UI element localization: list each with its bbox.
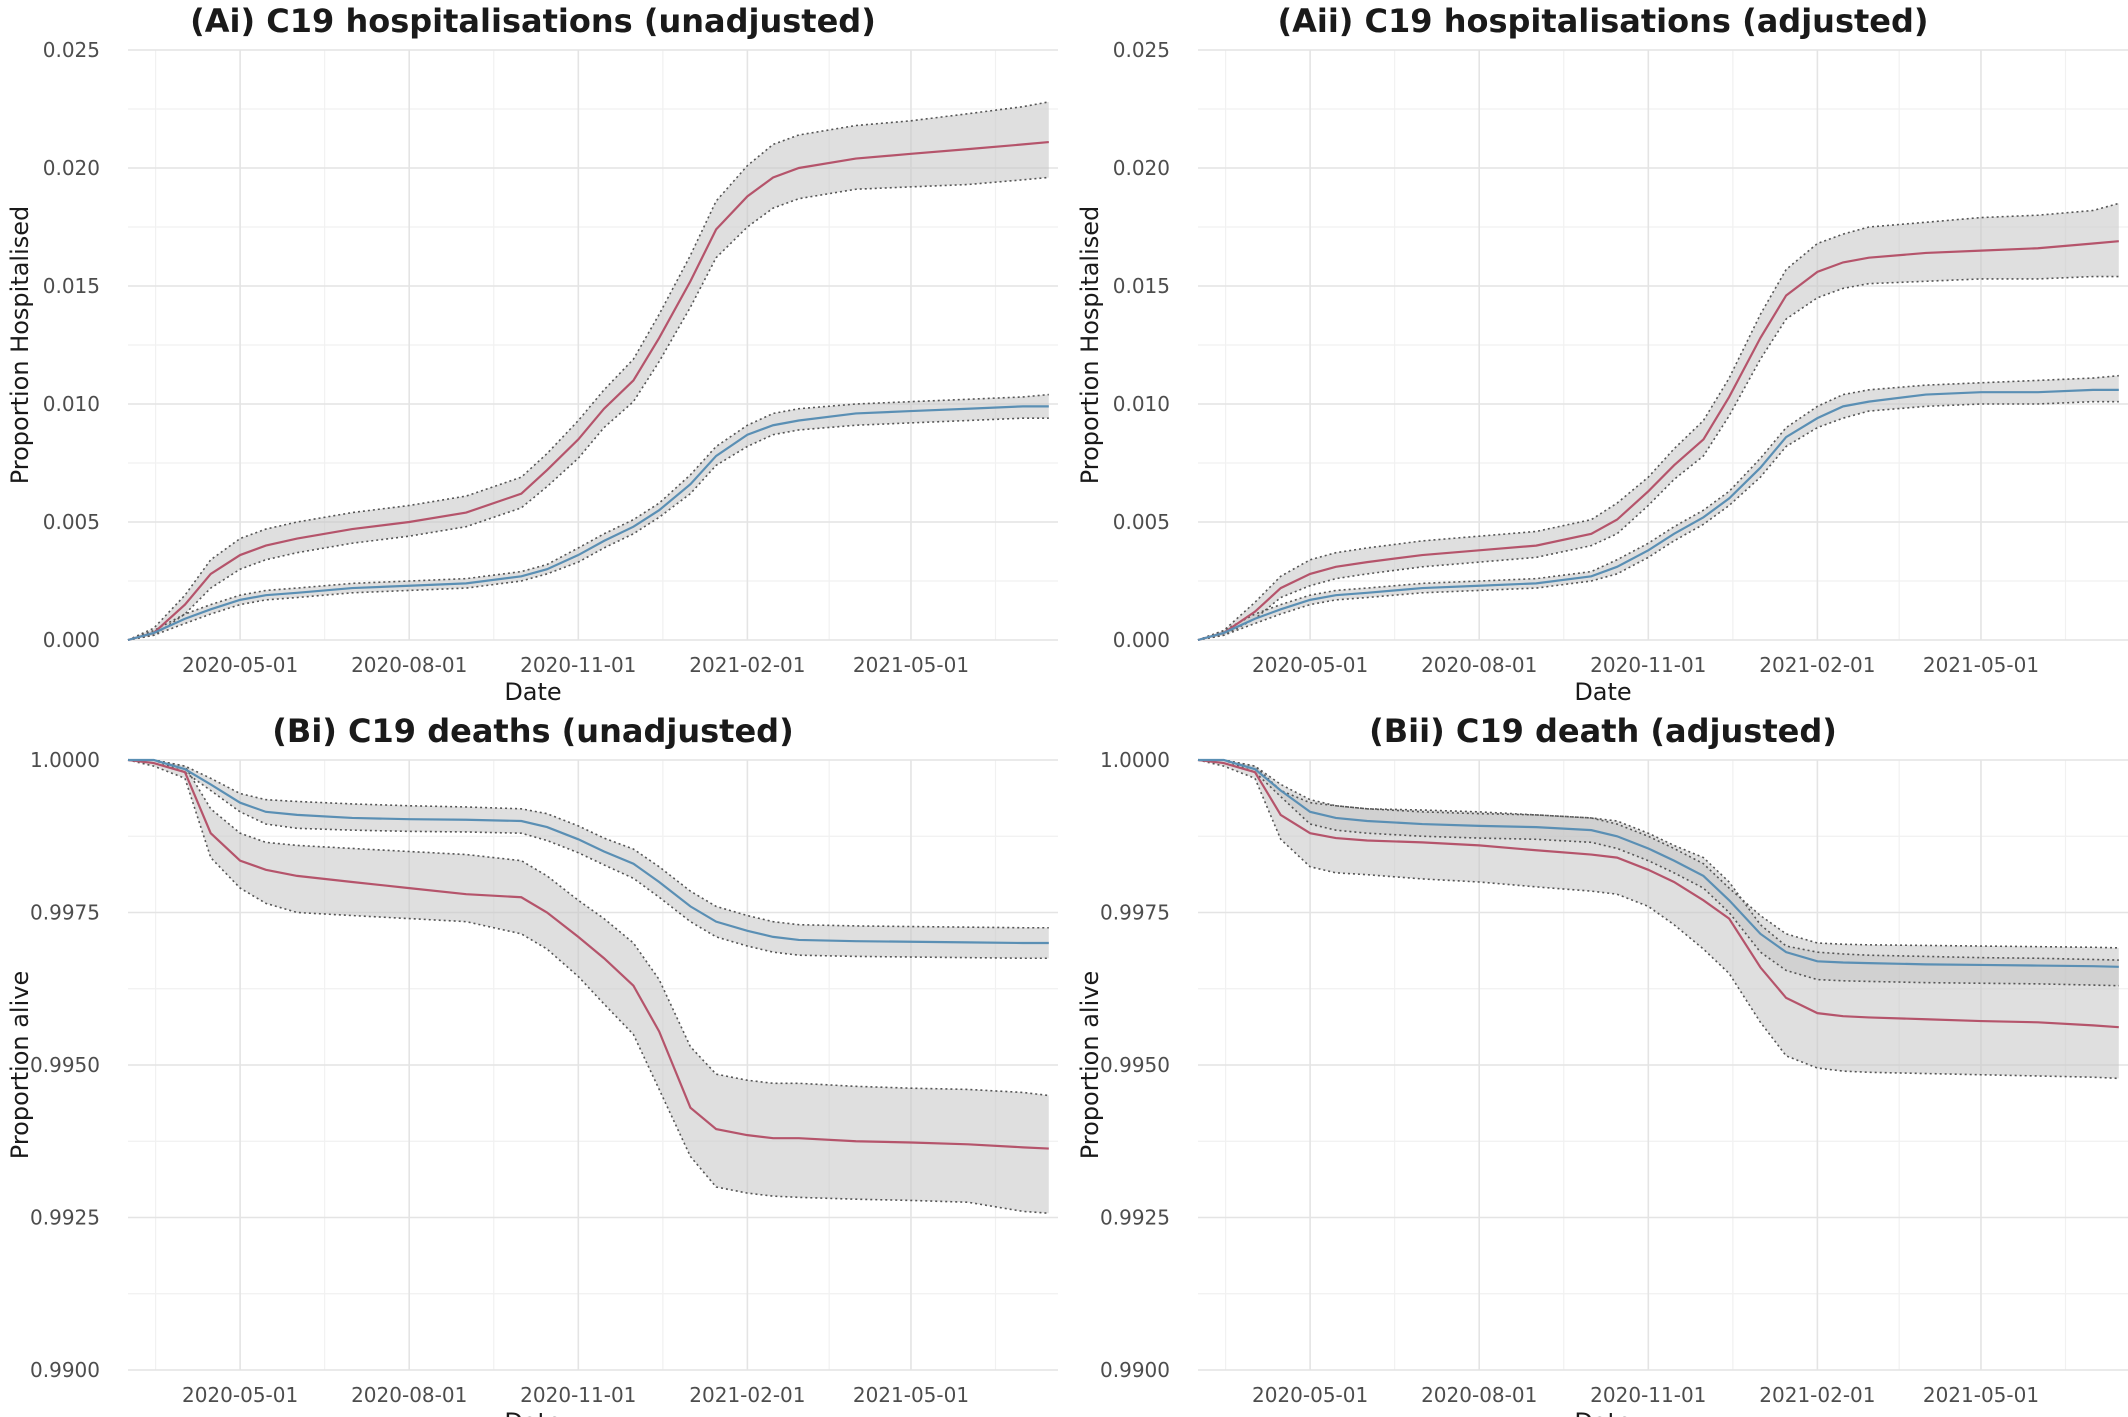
y-tick-label: 0.015 xyxy=(43,274,100,298)
y-axis-title: Proportion alive xyxy=(1076,971,1104,1159)
series-line-1 xyxy=(127,140,1049,642)
x-tick-label: 2021-02-01 xyxy=(1759,653,1875,677)
series-line-2 xyxy=(127,405,1049,642)
lower-bound-line-1 xyxy=(1197,275,2119,641)
upper-bound-line-2 xyxy=(1197,374,2119,641)
y-tick-label: 0.9900 xyxy=(30,1358,100,1382)
y-tick-label: 0.9925 xyxy=(30,1206,100,1230)
x-tick-label: 2020-05-01 xyxy=(182,1383,298,1407)
y-tick-label: 0.9900 xyxy=(1100,1358,1170,1382)
chart-panel-bii: 0.9900 0.9925 0.9950 0.9975 1.0000 2020-05-01… xyxy=(1076,712,2128,1417)
x-tick-label: 2021-05-01 xyxy=(1923,653,2039,677)
y-tick-label: 0.005 xyxy=(1113,510,1170,534)
x-tick-label: 2020-11-01 xyxy=(520,1383,636,1407)
y-tick-label: 0.020 xyxy=(43,156,100,180)
series-line-1 xyxy=(127,758,1049,1150)
lower-bound-line-1 xyxy=(127,759,1049,1215)
lower-bound-line-2 xyxy=(128,759,1049,960)
x-axis-title: Date xyxy=(1574,1408,1631,1417)
x-axis-title: Date xyxy=(1574,678,1631,706)
confidence-band-1 xyxy=(1198,203,2119,640)
y-tick-label: 0.9950 xyxy=(1100,1053,1170,1077)
y-axis-title: Proportion alive xyxy=(6,971,34,1159)
y-tick-label: 0.005 xyxy=(43,510,100,534)
x-tick-label: 2020-08-01 xyxy=(1421,1383,1537,1407)
chart-panel-bi: 0.9900 0.9925 0.9950 0.9975 1.0000 2020-05-01… xyxy=(6,712,1058,1417)
x-tick-label: 2020-05-01 xyxy=(1252,653,1368,677)
y-tick-label: 1.0000 xyxy=(30,748,100,772)
upper-bound-line-1 xyxy=(1198,759,2119,961)
panel-title: (Bi) C19 deaths (unadjusted) xyxy=(272,712,793,750)
confidence-band-1 xyxy=(128,101,1049,641)
x-tick-label: 2021-02-01 xyxy=(689,1383,805,1407)
y-tick-label: 1.0000 xyxy=(1100,748,1170,772)
y-tick-label: 0.000 xyxy=(1113,628,1170,652)
upper-bound-line-1 xyxy=(128,759,1049,1097)
y-tick-label: 0.015 xyxy=(1113,274,1170,298)
series-line-1 xyxy=(1197,240,2119,642)
y-tick-label: 0.020 xyxy=(1113,156,1170,180)
x-tick-label: 2021-05-01 xyxy=(853,1383,969,1407)
x-tick-label: 2021-05-01 xyxy=(1923,1383,2039,1407)
chart-panel-aii: 0.000 0.005 0.010 0.015 0.020 0.025 2020-05-01… xyxy=(1076,2,2128,706)
lower-bound-line-2 xyxy=(1198,759,2119,987)
x-tick-label: 2021-02-01 xyxy=(1759,1383,1875,1407)
x-tick-label: 2020-08-01 xyxy=(1421,653,1537,677)
confidence-band-2 xyxy=(128,760,1049,959)
x-tick-label: 2020-08-01 xyxy=(351,653,467,677)
y-tick-label: 0.010 xyxy=(43,392,100,416)
y-axis-title: Proportion Hospitalised xyxy=(6,206,34,485)
x-tick-label: 2021-05-01 xyxy=(853,653,969,677)
panel-title: (Ai) C19 hospitalisations (unadjusted) xyxy=(190,2,876,40)
confidence-band-2 xyxy=(1198,375,2119,640)
upper-bound-line-1 xyxy=(127,101,1049,641)
x-tick-label: 2020-08-01 xyxy=(351,1383,467,1407)
x-tick-label: 2020-11-01 xyxy=(1590,1383,1706,1407)
upper-bound-line-2 xyxy=(127,393,1049,641)
upper-bound-line-2 xyxy=(128,759,1049,929)
confidence-band-2 xyxy=(1198,760,2119,986)
y-tick-label: 0.010 xyxy=(1113,392,1170,416)
x-tick-label: 2020-05-01 xyxy=(1252,1383,1368,1407)
series-line-2 xyxy=(1198,758,2119,968)
y-tick-label: 0.025 xyxy=(43,38,100,62)
y-tick-label: 0.025 xyxy=(1113,38,1170,62)
x-tick-label: 2020-05-01 xyxy=(182,653,298,677)
x-tick-label: 2020-11-01 xyxy=(1590,653,1706,677)
y-tick-label: 0.000 xyxy=(43,628,100,652)
x-axis-title: Date xyxy=(504,678,561,706)
chart-panel-ai: 0.000 0.005 0.010 0.015 0.020 0.025 2020-05-01… xyxy=(6,2,1058,706)
series-line-1 xyxy=(1197,758,2119,1029)
x-tick-label: 2021-02-01 xyxy=(689,653,805,677)
panel-title: (Aii) C19 hospitalisations (adjusted) xyxy=(1277,2,1928,40)
y-axis-title: Proportion Hospitalised xyxy=(1076,206,1104,485)
lower-bound-line-2 xyxy=(127,417,1049,641)
y-tick-label: 0.9975 xyxy=(30,901,100,925)
y-tick-label: 0.9925 xyxy=(1100,1206,1170,1230)
series-line-2 xyxy=(1197,388,2119,642)
x-axis-title: Date xyxy=(504,1408,561,1417)
lower-bound-line-1 xyxy=(127,176,1049,641)
lower-bound-line-1 xyxy=(1197,759,2119,1080)
x-tick-label: 2020-11-01 xyxy=(520,653,636,677)
confidence-band-1 xyxy=(1198,760,2119,1079)
confidence-band-1 xyxy=(128,760,1049,1214)
confidence-band-2 xyxy=(128,394,1049,640)
series-line-2 xyxy=(128,758,1049,945)
y-tick-label: 0.9950 xyxy=(30,1053,100,1077)
panel-title: (Bii) C19 death (adjusted) xyxy=(1369,712,1837,750)
y-tick-label: 0.9975 xyxy=(1100,901,1170,925)
upper-bound-line-2 xyxy=(1198,759,2119,949)
